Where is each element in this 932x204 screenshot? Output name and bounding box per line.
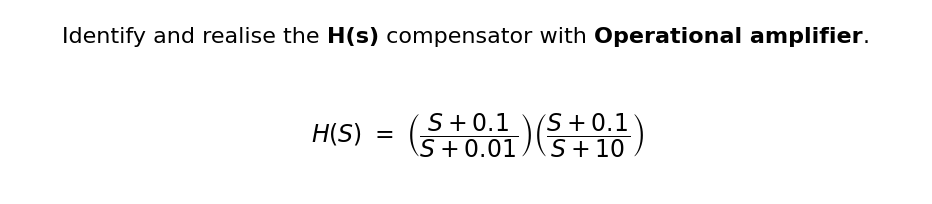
Text: compensator with: compensator with xyxy=(379,27,594,47)
Text: .: . xyxy=(863,27,870,47)
Text: Operational amplifier: Operational amplifier xyxy=(594,27,863,47)
Text: Identify and realise the: Identify and realise the xyxy=(62,27,327,47)
Text: $H(S) \ = \ \left(\dfrac{S + 0.1}{S + 0.01}\right)\left(\dfrac{S + 0.1}{S + 10}\: $H(S) \ = \ \left(\dfrac{S + 0.1}{S + 0.… xyxy=(311,111,644,158)
Text: H(s): H(s) xyxy=(327,27,379,47)
